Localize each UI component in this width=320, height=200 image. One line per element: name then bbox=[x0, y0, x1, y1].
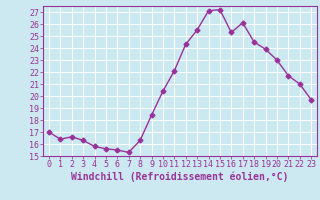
X-axis label: Windchill (Refroidissement éolien,°C): Windchill (Refroidissement éolien,°C) bbox=[71, 172, 289, 182]
